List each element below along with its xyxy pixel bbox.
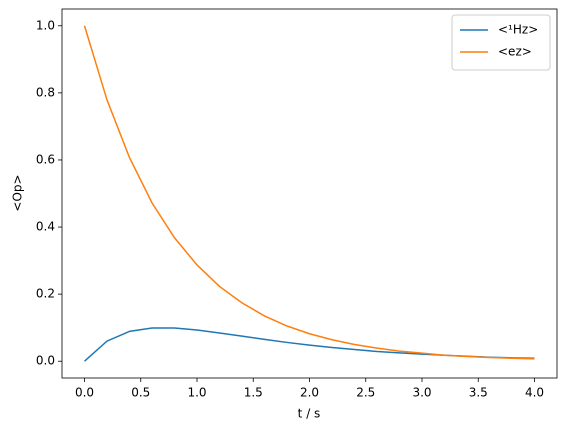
x-tick-label: 1.0 — [187, 386, 206, 400]
legend-box — [451, 14, 551, 71]
y-tick-label: 0.6 — [36, 152, 55, 166]
y-tick-label: 0.0 — [36, 354, 55, 368]
legend-label: <¹Hz> — [498, 23, 538, 37]
y-tick-label: 1.0 — [36, 18, 55, 32]
x-tick-label: 3.0 — [412, 386, 431, 400]
y-tick-label: 0.8 — [36, 85, 55, 99]
y-axis-label: <Op> — [11, 174, 25, 211]
x-tick-label: 4.0 — [525, 386, 544, 400]
x-tick-label: 2.0 — [300, 386, 319, 400]
x-tick-label: 0.0 — [75, 386, 94, 400]
x-tick-label: 3.5 — [469, 386, 488, 400]
x-axis-label: t / s — [298, 407, 321, 421]
legend: <¹Hz> <ez> — [451, 14, 551, 71]
y-tick-label: 0.2 — [36, 287, 55, 301]
x-tick-label: 1.5 — [244, 386, 263, 400]
plot-frame — [61, 8, 558, 379]
legend-label: <ez> — [498, 45, 532, 59]
x-tick-label: 0.5 — [131, 386, 150, 400]
x-tick-label: 2.5 — [356, 386, 375, 400]
line-series — [83, 25, 535, 360]
y-tick-label: 0.4 — [36, 220, 55, 234]
